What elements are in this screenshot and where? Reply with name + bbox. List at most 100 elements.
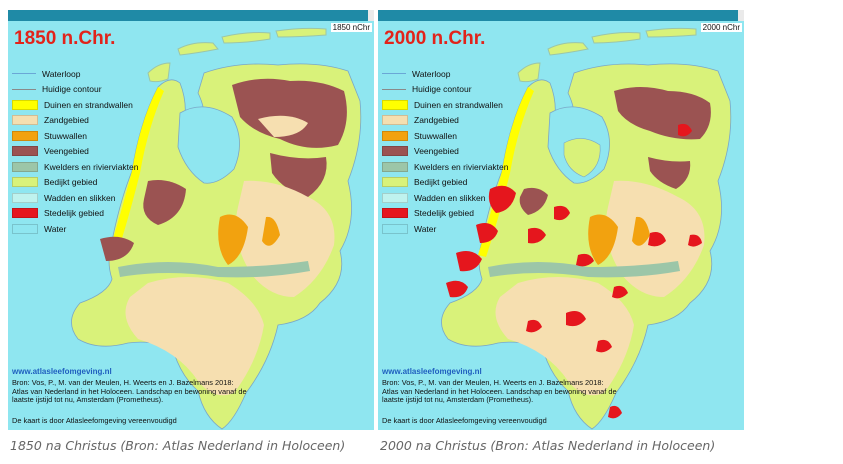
netherlands-map-2000	[441, 27, 732, 430]
map-panel-1850: 1850 nChr	[8, 10, 374, 430]
slider-year-label: 2000 nChr	[700, 23, 742, 32]
river-floodplain	[118, 261, 310, 278]
push-moraines	[218, 214, 280, 265]
peat-areas	[100, 78, 347, 261]
legend-label: Wadden en slikken	[44, 192, 116, 203]
map-legend: Waterloop Huidige contour Duinen en strand…	[12, 66, 138, 237]
legend-label: Kwelders en rivierviakten	[414, 161, 509, 172]
netherlands-map-1850	[71, 27, 362, 430]
legend-label: Kwelders en rivierviakten	[44, 161, 139, 172]
legend-swatch	[12, 130, 38, 141]
legend-label: Stuwwallen	[44, 130, 87, 141]
legend-swatch	[12, 73, 36, 75]
map-legend: Waterloop Huidige contour Duinen en strand…	[382, 66, 508, 237]
legend-swatch	[12, 177, 38, 188]
legend-label: Zandgebied	[44, 115, 89, 126]
legend-swatch	[382, 208, 408, 219]
legend-item: Huidige contour	[12, 82, 138, 98]
legend-item: Bedijkt gebied	[382, 175, 508, 191]
wadden-islands	[147, 27, 327, 83]
legend-item: Veengebied	[382, 144, 508, 160]
legend-swatch	[382, 192, 408, 203]
legend-swatch	[12, 146, 38, 157]
legend-label: Bedijkt gebied	[414, 177, 468, 188]
image-caption-1850: 1850 na Christus (Bron: Atlas Nederland …	[10, 438, 346, 453]
legend-label: Stedelijk gebied	[44, 208, 105, 219]
legend-swatch	[382, 161, 408, 172]
legend-item: Duinen en strandwallen	[382, 97, 508, 113]
legend-item: Waterloop	[382, 66, 508, 82]
legend-item: Stuwwallen	[12, 128, 138, 144]
image-caption-2000: 2000 na Christus (Bron: Atlas Nederland …	[380, 438, 716, 453]
legend-item: Water	[12, 221, 138, 237]
legend-swatch	[12, 161, 38, 172]
legend-item: Waterloop	[12, 66, 138, 82]
slider-year-label: 1850 nChr	[330, 23, 372, 32]
legend-swatch	[382, 73, 406, 75]
legend-item: Kwelders en rivierviakten	[382, 159, 508, 175]
legend-swatch	[382, 146, 408, 157]
map-panel-2000: 2000 nChr	[378, 10, 744, 430]
legend-swatch	[12, 115, 38, 126]
legend-item: Zandgebied	[382, 113, 508, 129]
legend-item: Zandgebied	[12, 113, 138, 129]
simplification-note: De kaart is door Atlasleefomgeving veree…	[382, 416, 547, 425]
river-floodplain	[488, 261, 680, 278]
legend-swatch	[382, 130, 408, 141]
legend-label: Huidige contour	[42, 84, 102, 95]
legend-item: Kwelders en rivierviakten	[12, 159, 138, 175]
legend-label: Duinen en strandwallen	[44, 99, 133, 110]
legend-swatch	[12, 223, 38, 234]
legend-swatch	[12, 88, 36, 90]
timeline-slider[interactable]	[378, 10, 744, 21]
legend-label: Duinen en strandwallen	[414, 99, 503, 110]
legend-swatch	[12, 192, 38, 203]
legend-item: Stedelijk gebied	[12, 206, 138, 222]
site-link[interactable]: www.atlasleefomgeving.nl	[382, 367, 482, 376]
legend-swatch	[12, 99, 38, 110]
simplification-note: De kaart is door Atlasleefomgeving veree…	[12, 416, 177, 425]
dune-strip	[108, 87, 164, 257]
legend-label: Stuwwallen	[414, 130, 457, 141]
map-title: 1850 n.Chr.	[14, 28, 116, 49]
legend-item: Veengebied	[12, 144, 138, 160]
source-citation: Bron: Vos, P., M. van der Meulen, H. Wee…	[382, 378, 617, 405]
wadden-islands	[517, 27, 697, 83]
slider-handle[interactable]	[368, 10, 374, 21]
legend-item: Water	[382, 221, 508, 237]
source-citation: Bron: Vos, P., M. van der Meulen, H. Wee…	[12, 378, 247, 405]
legend-label: Stedelijk gebied	[414, 208, 475, 219]
legend-label: Waterloop	[412, 68, 451, 79]
legend-label: Veengebied	[414, 146, 459, 157]
legend-label: Wadden en slikken	[414, 192, 486, 203]
legend-label: Waterloop	[42, 68, 81, 79]
site-link[interactable]: www.atlasleefomgeving.nl	[12, 367, 112, 376]
legend-label: Water	[44, 223, 67, 234]
legend-item: Bedijkt gebied	[12, 175, 138, 191]
urban-areas	[446, 123, 702, 419]
legend-label: Zandgebied	[414, 115, 459, 126]
legend-item: Wadden en slikken	[382, 190, 508, 206]
legend-swatch	[382, 177, 408, 188]
legend-item: Stedelijk gebied	[382, 206, 508, 222]
legend-swatch	[382, 115, 408, 126]
legend-swatch	[12, 208, 38, 219]
legend-item: Wadden en slikken	[12, 190, 138, 206]
legend-label: Huidige contour	[412, 84, 472, 95]
push-moraines	[588, 214, 650, 265]
legend-item: Duinen en strandwallen	[12, 97, 138, 113]
legend-item: Huidige contour	[382, 82, 508, 98]
legend-swatch	[382, 88, 406, 90]
slider-handle[interactable]	[738, 10, 744, 21]
legend-swatch	[382, 223, 408, 234]
dune-strip	[478, 87, 534, 257]
ijsselmeer	[177, 106, 240, 184]
flevoland-polder	[563, 138, 601, 178]
map-title: 2000 n.Chr.	[384, 28, 486, 49]
timeline-slider[interactable]	[8, 10, 374, 21]
legend-item: Stuwwallen	[382, 128, 508, 144]
legend-swatch	[382, 99, 408, 110]
legend-label: Water	[414, 223, 437, 234]
legend-label: Bedijkt gebied	[44, 177, 98, 188]
legend-label: Veengebied	[44, 146, 89, 157]
